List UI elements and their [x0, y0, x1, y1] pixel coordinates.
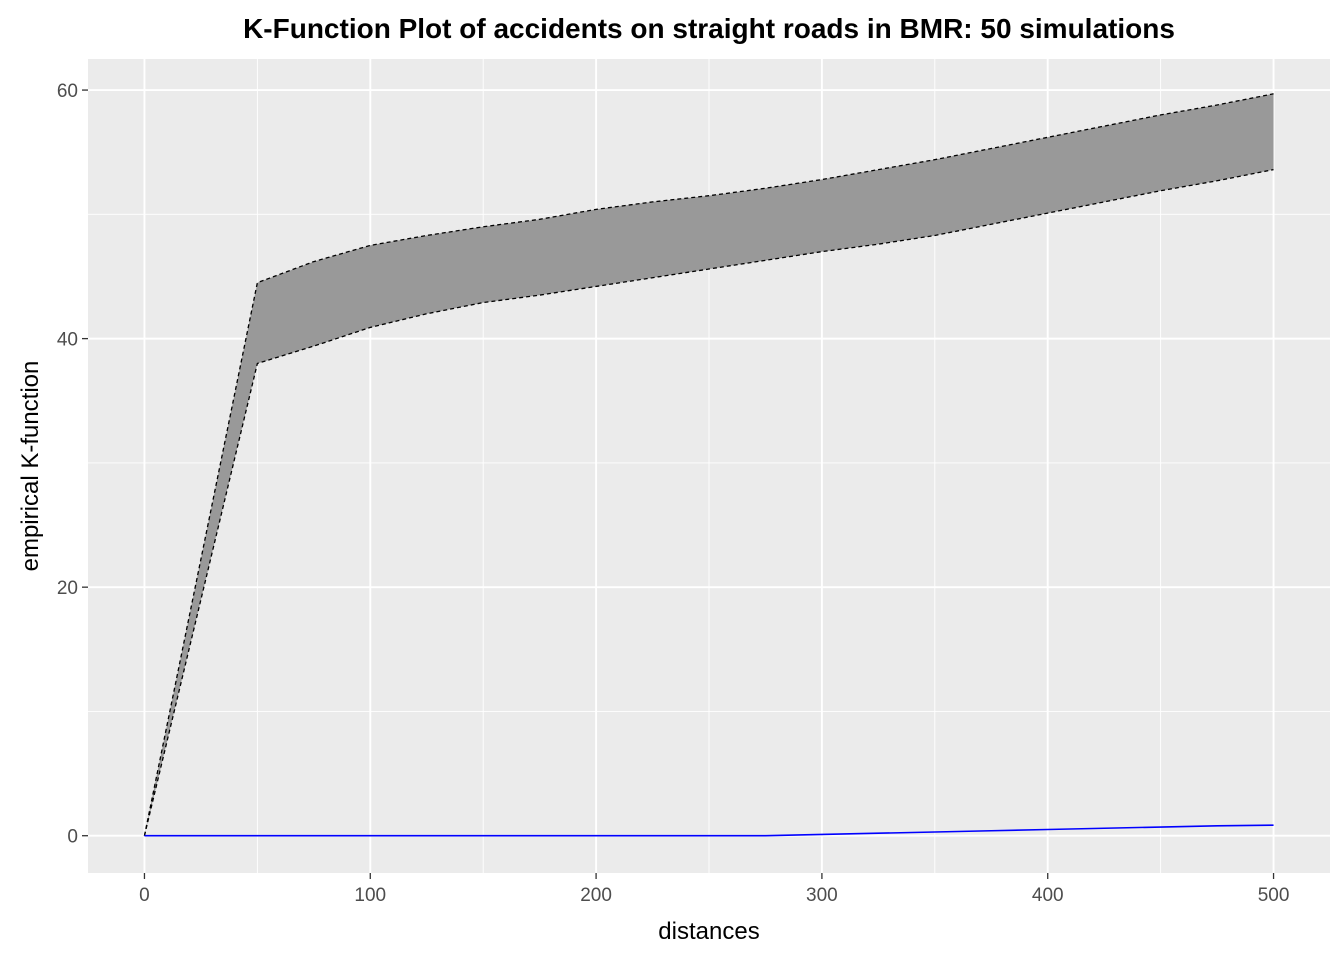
x-axis-title: distances — [658, 918, 759, 945]
x-tick-label: 0 — [139, 885, 150, 906]
chart-title: K-Function Plot of accidents on straight… — [243, 13, 1175, 44]
simulation-envelope — [143, 93, 1274, 836]
observed-line — [144, 824, 1274, 837]
y-tick-label: 60 — [57, 81, 78, 102]
x-tick-label: 300 — [806, 885, 838, 906]
y-axis-title: empirical K-function — [17, 361, 44, 572]
x-tick-label: 400 — [1032, 885, 1064, 906]
y-tick-label: 0 — [67, 827, 78, 848]
envelope-band — [144, 93, 1274, 836]
x-axis: 0 100 200 300 400 500 — [139, 873, 1289, 906]
envelope-lower-line — [143, 168, 1274, 836]
y-tick-label: 20 — [57, 578, 78, 599]
x-tick-label: 500 — [1258, 885, 1290, 906]
observed-line-group — [144, 824, 1274, 837]
x-tick-label: 200 — [580, 885, 612, 906]
envelope-upper-line — [143, 93, 1274, 836]
y-axis: 0 20 40 60 — [57, 81, 88, 848]
y-tick-label: 40 — [57, 330, 78, 351]
x-tick-label: 100 — [354, 885, 386, 906]
